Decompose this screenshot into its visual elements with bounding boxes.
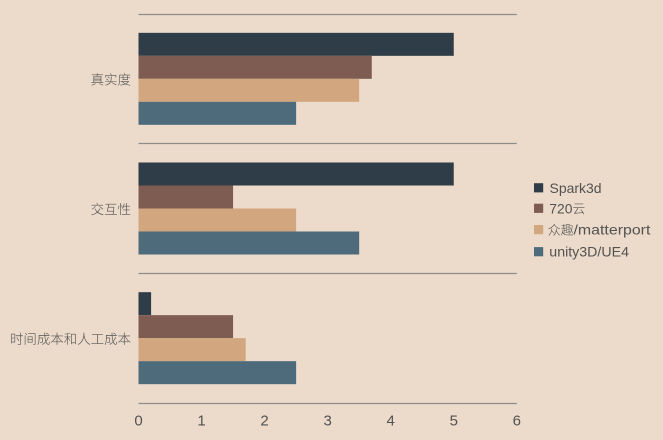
svg-text:5: 5 [450,412,458,429]
svg-text:2: 2 [260,412,268,429]
svg-text:6: 6 [513,412,521,429]
svg-text:3: 3 [323,412,331,429]
svg-text:unity3D/UE4: unity3D/UE4 [549,244,629,260]
svg-text:720: 720 [549,200,572,216]
svg-text:/matterport: /matterport [574,222,651,238]
svg-text:1: 1 [197,412,205,429]
svg-text:0: 0 [134,412,142,429]
svg-text:Spark3d: Spark3d [550,180,602,196]
svg-text:4: 4 [387,412,395,429]
